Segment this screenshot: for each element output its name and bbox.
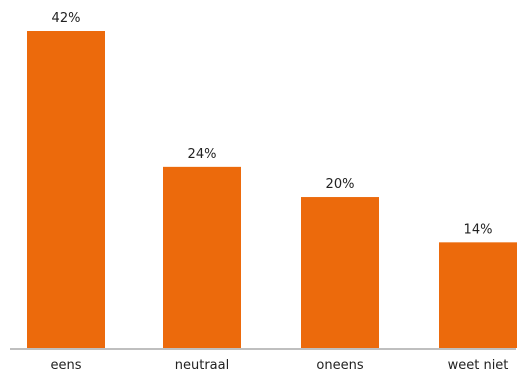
value-label-weet-niet: 14% [464,222,493,237]
category-labels-group: eens neutraal oneens weet niet [50,358,508,373]
category-label-oneens: oneens [316,358,363,373]
category-label-weet-niet: weet niet [448,358,509,373]
category-label-eens: eens [50,358,81,373]
value-label-neutraal: 24% [188,147,217,162]
bars-group [27,31,517,348]
value-labels-group: 42% 24% 20% 14% [52,11,493,237]
bar-oneens [301,197,379,348]
bar-eens [27,31,105,348]
bar-weet-niet [439,242,517,348]
category-label-neutraal: neutraal [175,358,229,373]
bar-neutraal [163,166,241,348]
value-label-oneens: 20% [326,177,355,192]
value-label-eens: 42% [52,11,81,26]
